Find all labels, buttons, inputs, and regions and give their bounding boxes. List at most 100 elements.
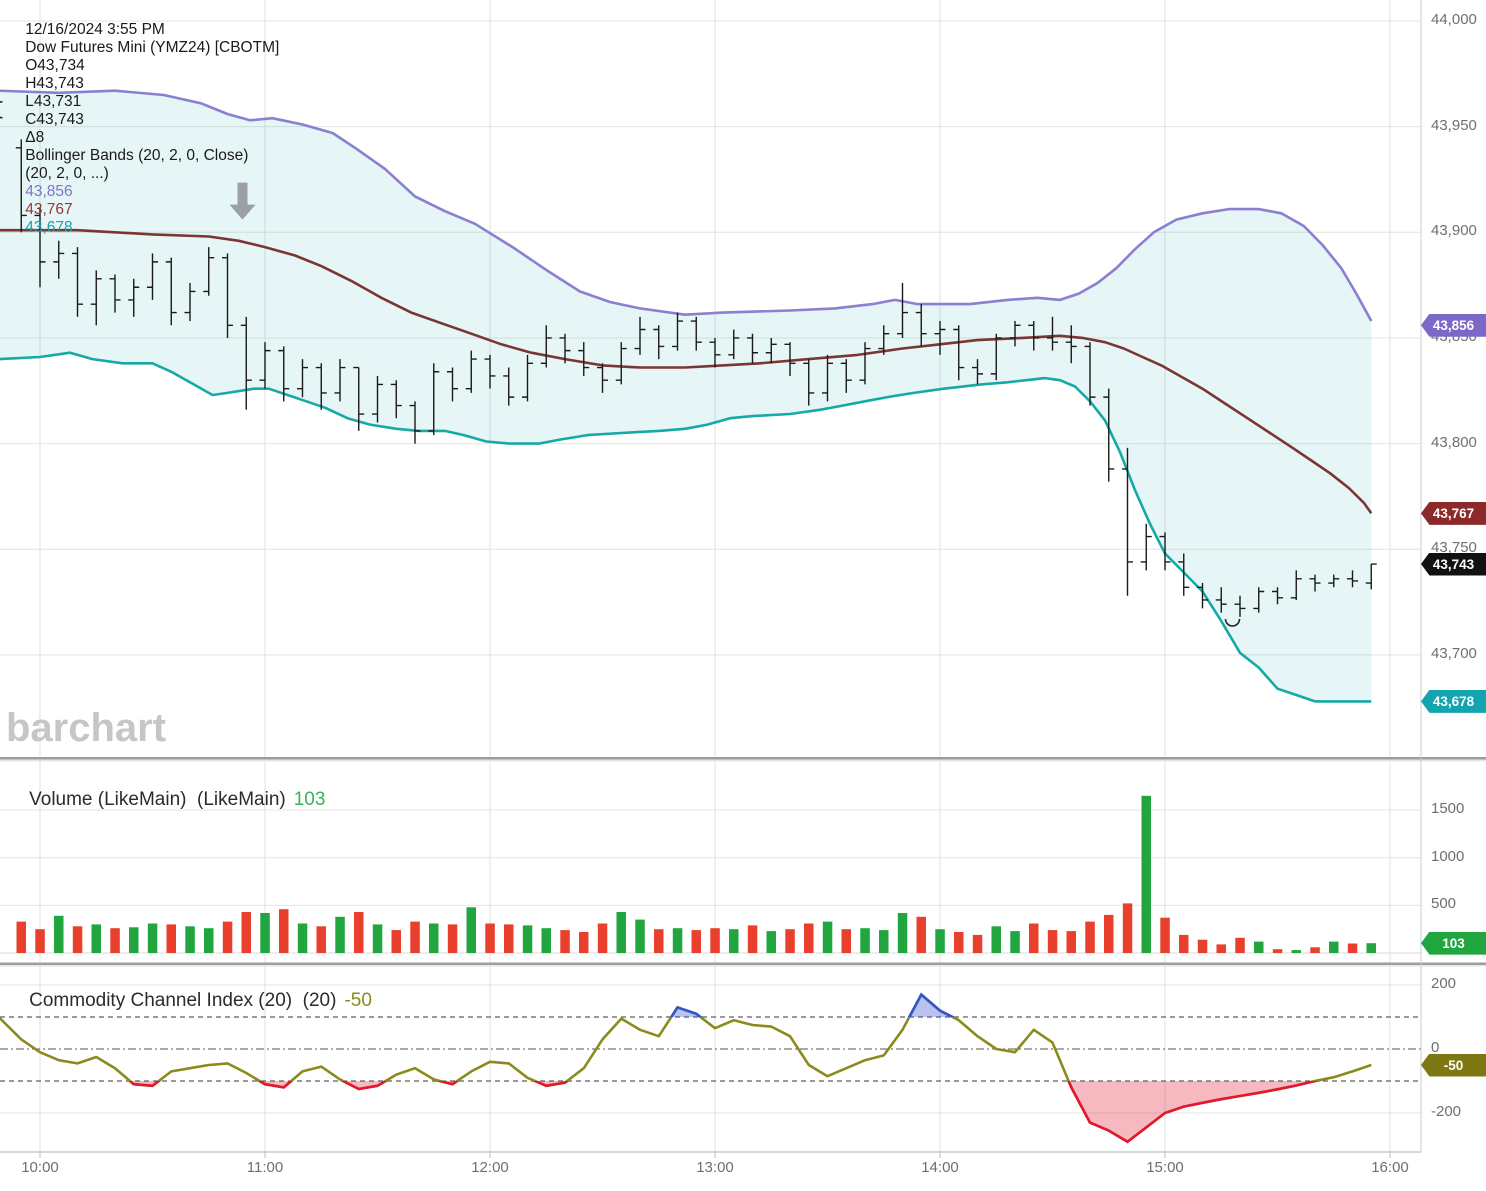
bb-middle-value: 43,767: [25, 201, 73, 218]
ohlc-bar: [522, 354, 533, 402]
ohlc-bar: [222, 253, 233, 338]
ohlc-bar: [1028, 321, 1040, 351]
volume-cci-divider-shadow: [0, 965, 1486, 967]
volume-bar: [860, 928, 870, 953]
volume-bar: [1122, 903, 1133, 953]
volume-bar: [372, 924, 383, 953]
ohlc-bar: [709, 337, 721, 368]
smile-arc-marker: [1224, 618, 1241, 627]
volume-bar: [222, 921, 233, 953]
volume-bar: [1179, 934, 1189, 953]
cci-axis-label: -200: [1431, 1103, 1462, 1120]
volume-bar: [897, 913, 908, 953]
volume-bar: [672, 928, 683, 953]
ohlc-bar: [1140, 523, 1152, 571]
ohlc-bar: [1122, 447, 1133, 596]
datetime-label: 12/16/2024 3:55 PM: [25, 21, 165, 38]
ohlc-bar: [240, 316, 252, 410]
volume-axis-label: 1500: [1431, 800, 1465, 818]
volume-bar: [1310, 947, 1320, 953]
ohlc-bar: [428, 363, 440, 436]
time-axis-label: 11:00: [246, 1159, 284, 1176]
time-axis-label: 13:00: [696, 1159, 734, 1176]
price-axis-label: 44,000: [1431, 11, 1477, 28]
ohlc-bar: [1328, 574, 1340, 588]
volume-bar: [72, 926, 83, 953]
volume-axis-label: 500: [1431, 895, 1457, 913]
volume-bar: [504, 924, 514, 953]
ohlc-bar: [559, 333, 571, 364]
price-value-badge: 43,743: [1421, 552, 1486, 576]
volume-current-value: 103: [293, 789, 326, 810]
ohlc-bar: [1009, 321, 1021, 347]
volume-bar: [935, 929, 945, 953]
ohlc-bar: [1215, 587, 1227, 613]
study-label: Bollinger Bands (20, 2, 0, Close): [25, 147, 249, 164]
volume-bar: [466, 907, 476, 953]
ohlc-bar: [465, 350, 477, 393]
volume-bar: [447, 924, 458, 953]
volume-bar: [1141, 795, 1151, 953]
volume-bar: [35, 929, 45, 953]
ohlc-bar: [972, 359, 983, 385]
ohlc-bar: [540, 325, 552, 368]
ohlc-bar: [578, 342, 590, 376]
ohlc-bar: [15, 139, 27, 233]
volume-bars: [16, 795, 1376, 953]
ohlc-bar: [297, 359, 308, 398]
price-axis-label: 43,950: [1431, 116, 1477, 134]
volume-bar: [354, 912, 364, 953]
volume-bar: [560, 930, 570, 953]
ohlc-bar: [690, 316, 702, 351]
ohlc-bar: [447, 367, 458, 402]
ohlc-bar: [165, 257, 177, 326]
cci-oversold-line: [128, 1081, 1322, 1144]
volume-bar: [1104, 914, 1114, 953]
ohlc-bar: [1047, 316, 1058, 351]
volume-bar: [729, 929, 739, 953]
price-value-badge: 43,767: [1421, 501, 1486, 525]
ohlc-bar: [203, 247, 215, 296]
main-volume-divider: [0, 757, 1486, 760]
volume-value-badge: 103: [1421, 931, 1486, 955]
volume-bar: [916, 916, 926, 953]
chart-header: 12/16/2024 3:55 PM Dow Futures Mini (YMZ…: [8, 3, 292, 255]
volume-axis-label: 1000: [1431, 847, 1465, 865]
ohlc-bar: [1103, 388, 1115, 482]
time-axis-label: 10:00: [21, 1159, 59, 1176]
down-arrow-marker: [229, 182, 256, 220]
ohlc-bar: [278, 346, 290, 402]
volume-study-name: Volume (LikeMain) (LikeMain): [29, 789, 286, 810]
ohlc-bar: [503, 367, 515, 406]
volume-bar: [691, 930, 701, 953]
time-axis-label: 12:00: [471, 1159, 509, 1176]
main-volume-divider-shadow: [0, 759, 1486, 762]
volume-bar: [391, 930, 401, 953]
cci-current-value: -50: [344, 990, 372, 1011]
ohlc-bar: [634, 316, 646, 355]
bb-upper-value: 43,856: [25, 183, 73, 200]
ohlc-bar: [615, 342, 627, 385]
change-value: Δ8: [25, 129, 45, 146]
ohlc-bar: [1290, 570, 1302, 600]
bollinger-band-fill: [0, 90, 1372, 702]
volume-bar: [1160, 917, 1170, 953]
ohlc-bar: [1272, 587, 1283, 605]
ohlc-bar: [409, 401, 421, 444]
ohlc-bar: [1065, 325, 1077, 364]
volume-bar: [241, 912, 251, 953]
ohlc-bar: [897, 283, 908, 338]
ohlc-bar: [372, 375, 383, 423]
ohlc-bar: [765, 337, 777, 364]
bollinger-middle-band-line: [0, 228, 1373, 515]
price-axis-label: 43,800: [1431, 433, 1477, 451]
ohlc-bar: [728, 329, 740, 360]
volume-bar: [541, 928, 551, 953]
volume-bar: [279, 909, 289, 953]
ohlc-bar: [390, 380, 402, 419]
volume-bar: [879, 930, 889, 953]
ohlc-bar: [653, 325, 665, 360]
volume-bar: [972, 934, 983, 953]
price-value-badge: 43,678: [1421, 689, 1486, 713]
